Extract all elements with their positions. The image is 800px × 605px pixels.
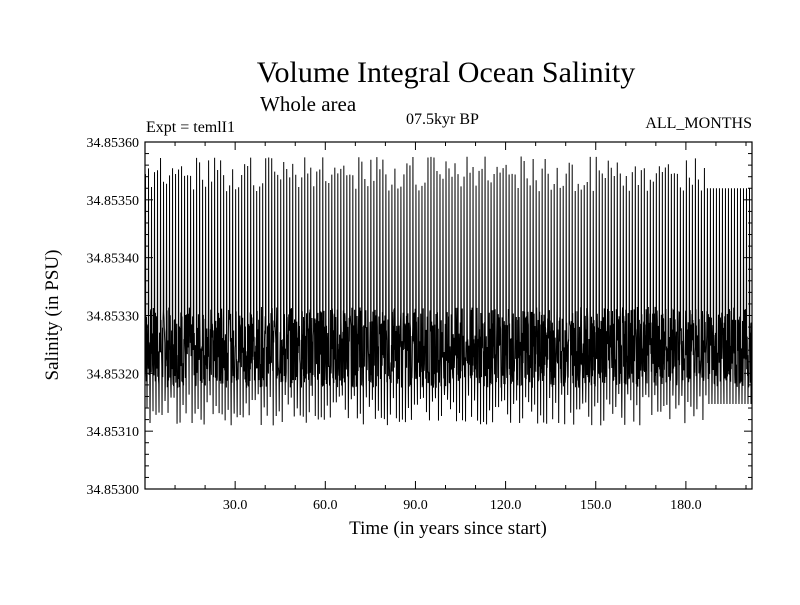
y-axis-label: Salinity (in PSU) (42, 250, 63, 381)
x-axis-ticks: 30.0 60.0 90.0 120.0 150.0 180.0 (174, 142, 747, 513)
x-tick-label: 150.0 (580, 498, 612, 513)
x-tick-label: 120.0 (490, 498, 522, 513)
y-tick-label: 34.85340 (87, 252, 140, 267)
y-tick-label: 34.85320 (87, 367, 140, 382)
period-label: 07.5kyr BP (406, 111, 479, 128)
y-axis-ticks: 34.85300 34.85310 34.85320 34.85330 34.85340… (87, 136, 752, 498)
salinity-line (144, 156, 753, 426)
y-tick-label: 34.85300 (87, 483, 140, 498)
plot-frame (144, 141, 753, 490)
x-tick-label: 90.0 (403, 498, 428, 513)
x-tick-label: 180.0 (670, 498, 702, 513)
y-tick-label: 34.85330 (87, 310, 140, 325)
y-tick-label: 34.85350 (87, 194, 140, 209)
x-tick-label: 60.0 (313, 498, 338, 513)
salinity-series (144, 156, 753, 426)
x-tick-label: 30.0 (223, 498, 248, 513)
experiment-label: Expt = temlI1 (146, 119, 235, 136)
x-axis-label: Time (in years since start) (349, 518, 547, 539)
y-tick-label: 34.85310 (87, 425, 140, 440)
chart-subtitle: Whole area (260, 92, 357, 116)
months-label: ALL_MONTHS (645, 115, 752, 132)
y-tick-label: 34.85360 (87, 136, 140, 151)
chart-title: Volume Integral Ocean Salinity (257, 56, 636, 89)
